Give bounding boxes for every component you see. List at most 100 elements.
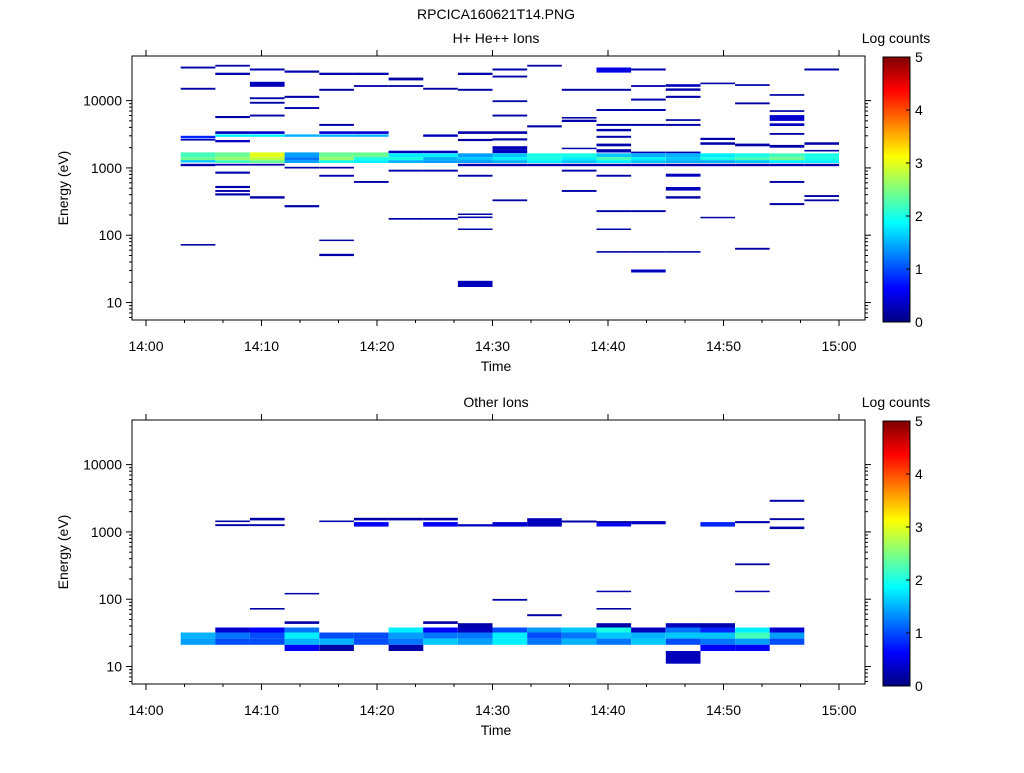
heatmap-cell [250,164,285,166]
colorbar-tick-label: 5 [915,413,923,429]
heatmap-cell [527,164,562,166]
panel-h-he-ions: H+ He++ Ions 14:00 14:10 14:20 14:30 14:40 14… [55,30,930,374]
heatmap-cell [458,139,493,141]
heatmap-cell [770,181,805,183]
heatmap-cell [631,251,666,253]
heatmap-cell [493,131,528,134]
heatmap-cell [181,160,216,162]
heatmap-cell [631,164,666,166]
heatmap-cell [597,149,632,152]
y-tick-label: 1000 [91,160,122,176]
heatmap-cell [423,151,458,154]
heatmap-cell [493,199,528,201]
heatmap-cell [215,140,250,142]
colorbar-tick-label: 4 [915,102,923,118]
heatmap-cell [181,244,216,246]
heatmap-cell [562,148,597,150]
heatmap-cell [458,160,493,163]
x-tick-label: 14:00 [128,702,163,718]
heatmap-cell [423,88,458,90]
heatmap-cell [562,639,597,645]
heatmap-cell [458,214,493,216]
y-tick-label: 100 [99,591,123,607]
heatmap-cell [597,523,632,526]
heatmap-cell [631,270,666,273]
heatmap-cell [319,157,354,160]
heatmap-cell [700,157,735,160]
heatmap-cell [700,645,735,651]
heatmap-cell [631,99,666,101]
heatmap-cell [804,195,839,197]
heatmap-cell [493,76,528,78]
heatmap-cell [666,119,701,121]
heatmap-cell [389,151,424,154]
heatmap-cell [458,157,493,160]
heatmap-cell [250,196,285,198]
x-tick-label: 14:50 [706,702,741,718]
heatmap-cell [389,170,424,172]
heatmap-cell [458,175,493,177]
y-axis-label: Energy (eV) [55,515,71,590]
heatmap-cell [250,157,285,160]
heatmap-cell [527,628,562,633]
heatmap-cell [285,71,320,73]
heatmap-cell [700,83,735,85]
colorbar-tick-label: 0 [915,314,923,330]
heatmap-cell [735,633,770,639]
panel-title: H+ He++ Ions [453,30,540,46]
heatmap-cell [631,109,666,111]
heatmap-cell [458,153,493,157]
heatmap-cell [423,218,458,220]
heatmap-cell [770,518,805,520]
heatmap-cell [562,160,597,163]
heatmap-cell [423,621,458,624]
heatmap-cell [458,229,493,231]
heatmap-cell [666,152,701,154]
heatmap-cell [354,522,389,527]
heatmap-cell [804,69,839,71]
heatmap-cell [700,639,735,645]
colorbar-tick-label: 3 [915,155,923,171]
heatmap-cell [631,633,666,639]
heatmap-cell [354,152,389,157]
heatmap-cell [285,167,320,169]
heatmap-cell [666,88,701,90]
heatmap-cell [770,633,805,639]
y-tick-label: 10000 [83,457,122,473]
colorbar-tick-label: 3 [915,519,923,535]
heatmap-cell [666,84,701,87]
heatmap-cell [770,628,805,633]
heatmap-cell [597,623,632,627]
heatmap-cell [804,199,839,201]
x-tick-label: 14:40 [590,338,625,354]
heatmap-cell [631,160,666,163]
heatmap-cell [250,160,285,163]
axis-ticks: 14:00 14:10 14:20 14:30 14:40 14:50 15:00 10 100… [83,50,871,354]
heatmap-cell [458,628,493,633]
x-axis-label: Time [481,358,512,374]
heatmap-cell [597,153,632,157]
heatmap-cell [493,164,528,166]
heatmap-cell [493,69,528,71]
heatmap-cell [250,524,285,526]
heatmap-cell [215,639,250,645]
heatmap-cell [631,152,666,154]
heatmap-cell [354,85,389,87]
heatmap-cell [215,164,250,166]
colorbar-tick-label: 5 [915,49,923,65]
heatmap-cell [735,248,770,250]
y-axis-label: Energy (eV) [55,151,71,226]
panel-title: Other Ions [463,394,528,410]
colorbar-tick-label: 4 [915,466,923,482]
heatmap-cell [215,524,250,526]
heatmap-cell [181,136,216,139]
heatmap-cell [423,160,458,163]
heatmap-cell [597,229,632,231]
heatmap-cell [597,608,632,610]
y-tick-label: 1000 [91,524,122,540]
heatmap-cell [354,639,389,645]
heatmap-cell [562,153,597,157]
heatmap-cell [597,129,632,131]
heatmap-cell [493,150,528,153]
heatmap-cell [666,187,701,191]
